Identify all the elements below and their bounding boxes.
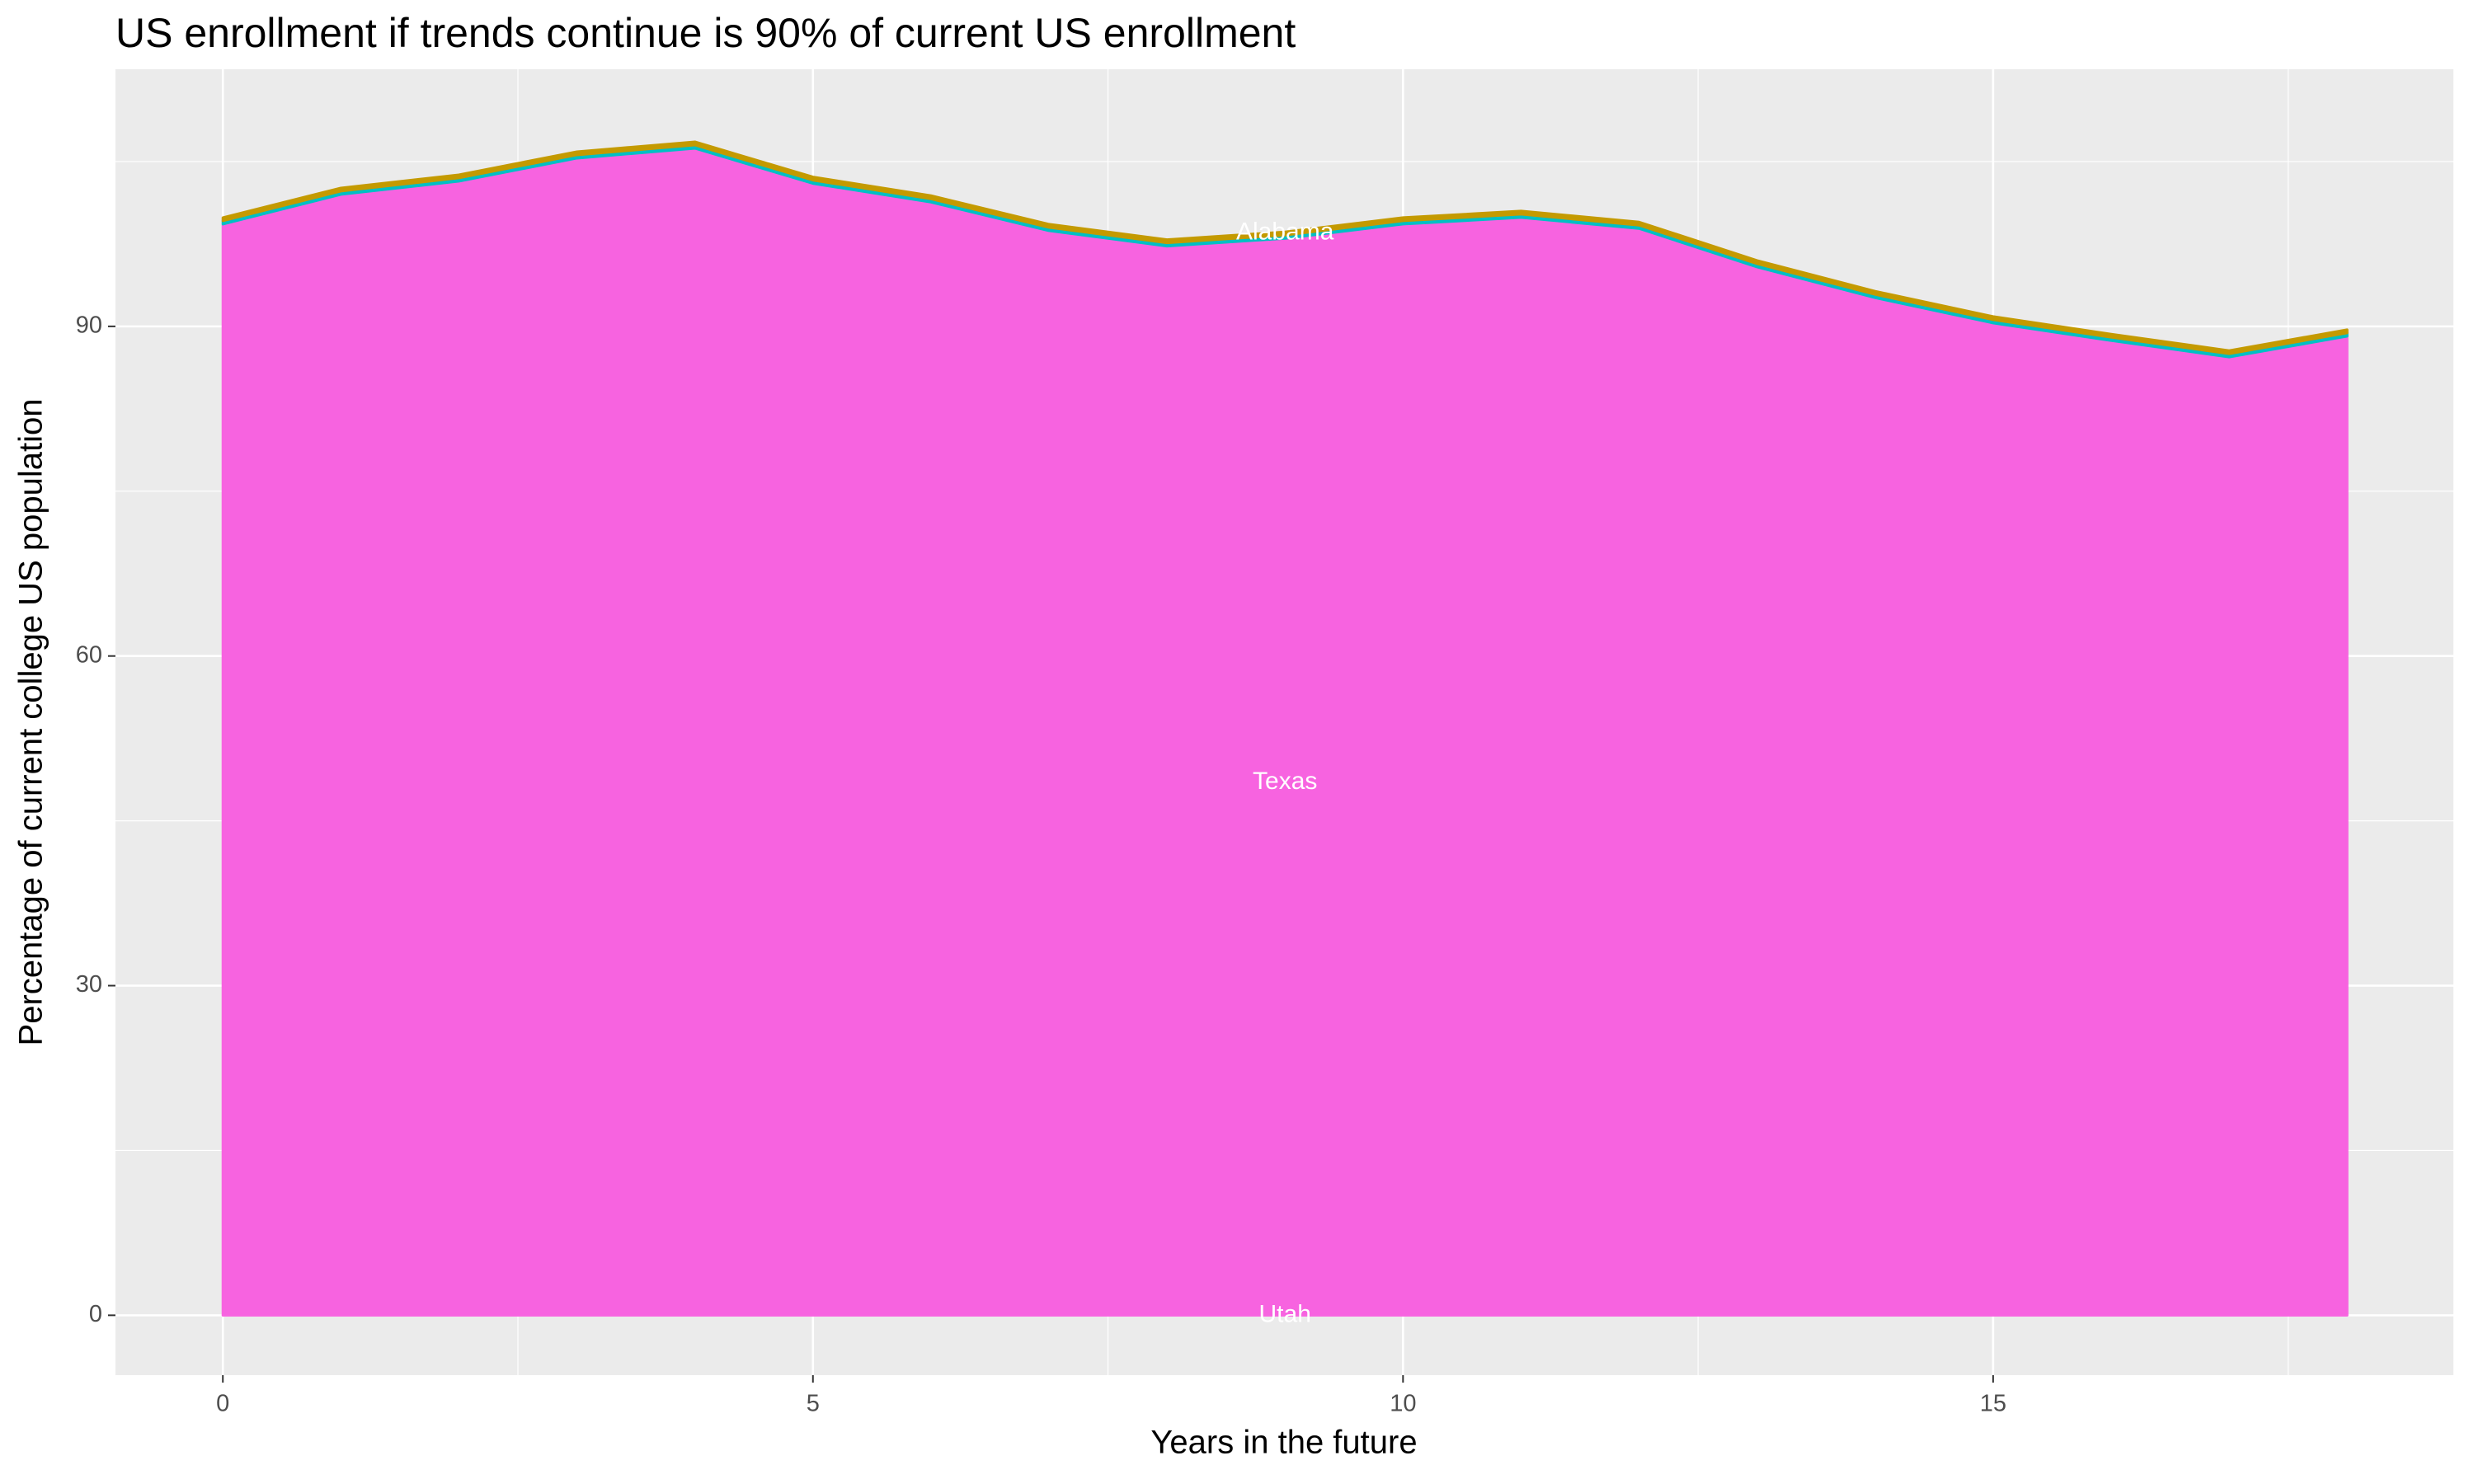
y-axis-title: Percentage of current college US populat… <box>13 399 49 1046</box>
annotation: Utah <box>1259 1300 1311 1327</box>
x-tick-label: 0 <box>216 1391 229 1417</box>
annotation: Texas <box>1253 768 1317 795</box>
y-tick-label: 0 <box>89 1301 102 1327</box>
x-tick-label: 5 <box>807 1391 820 1417</box>
annotation: Alabama <box>1236 218 1334 246</box>
y-tick-label: 90 <box>76 312 102 339</box>
chart-title: US enrollment if trends continue is 90% … <box>115 10 1296 56</box>
y-tick-label: 30 <box>76 971 102 998</box>
x-tick-label: 10 <box>1390 1391 1416 1417</box>
area <box>221 140 2349 355</box>
x-axis-title: Years in the future <box>1150 1425 1417 1461</box>
y-tick-label: 60 <box>76 641 102 668</box>
x-tick-label: 15 <box>1980 1391 2006 1417</box>
